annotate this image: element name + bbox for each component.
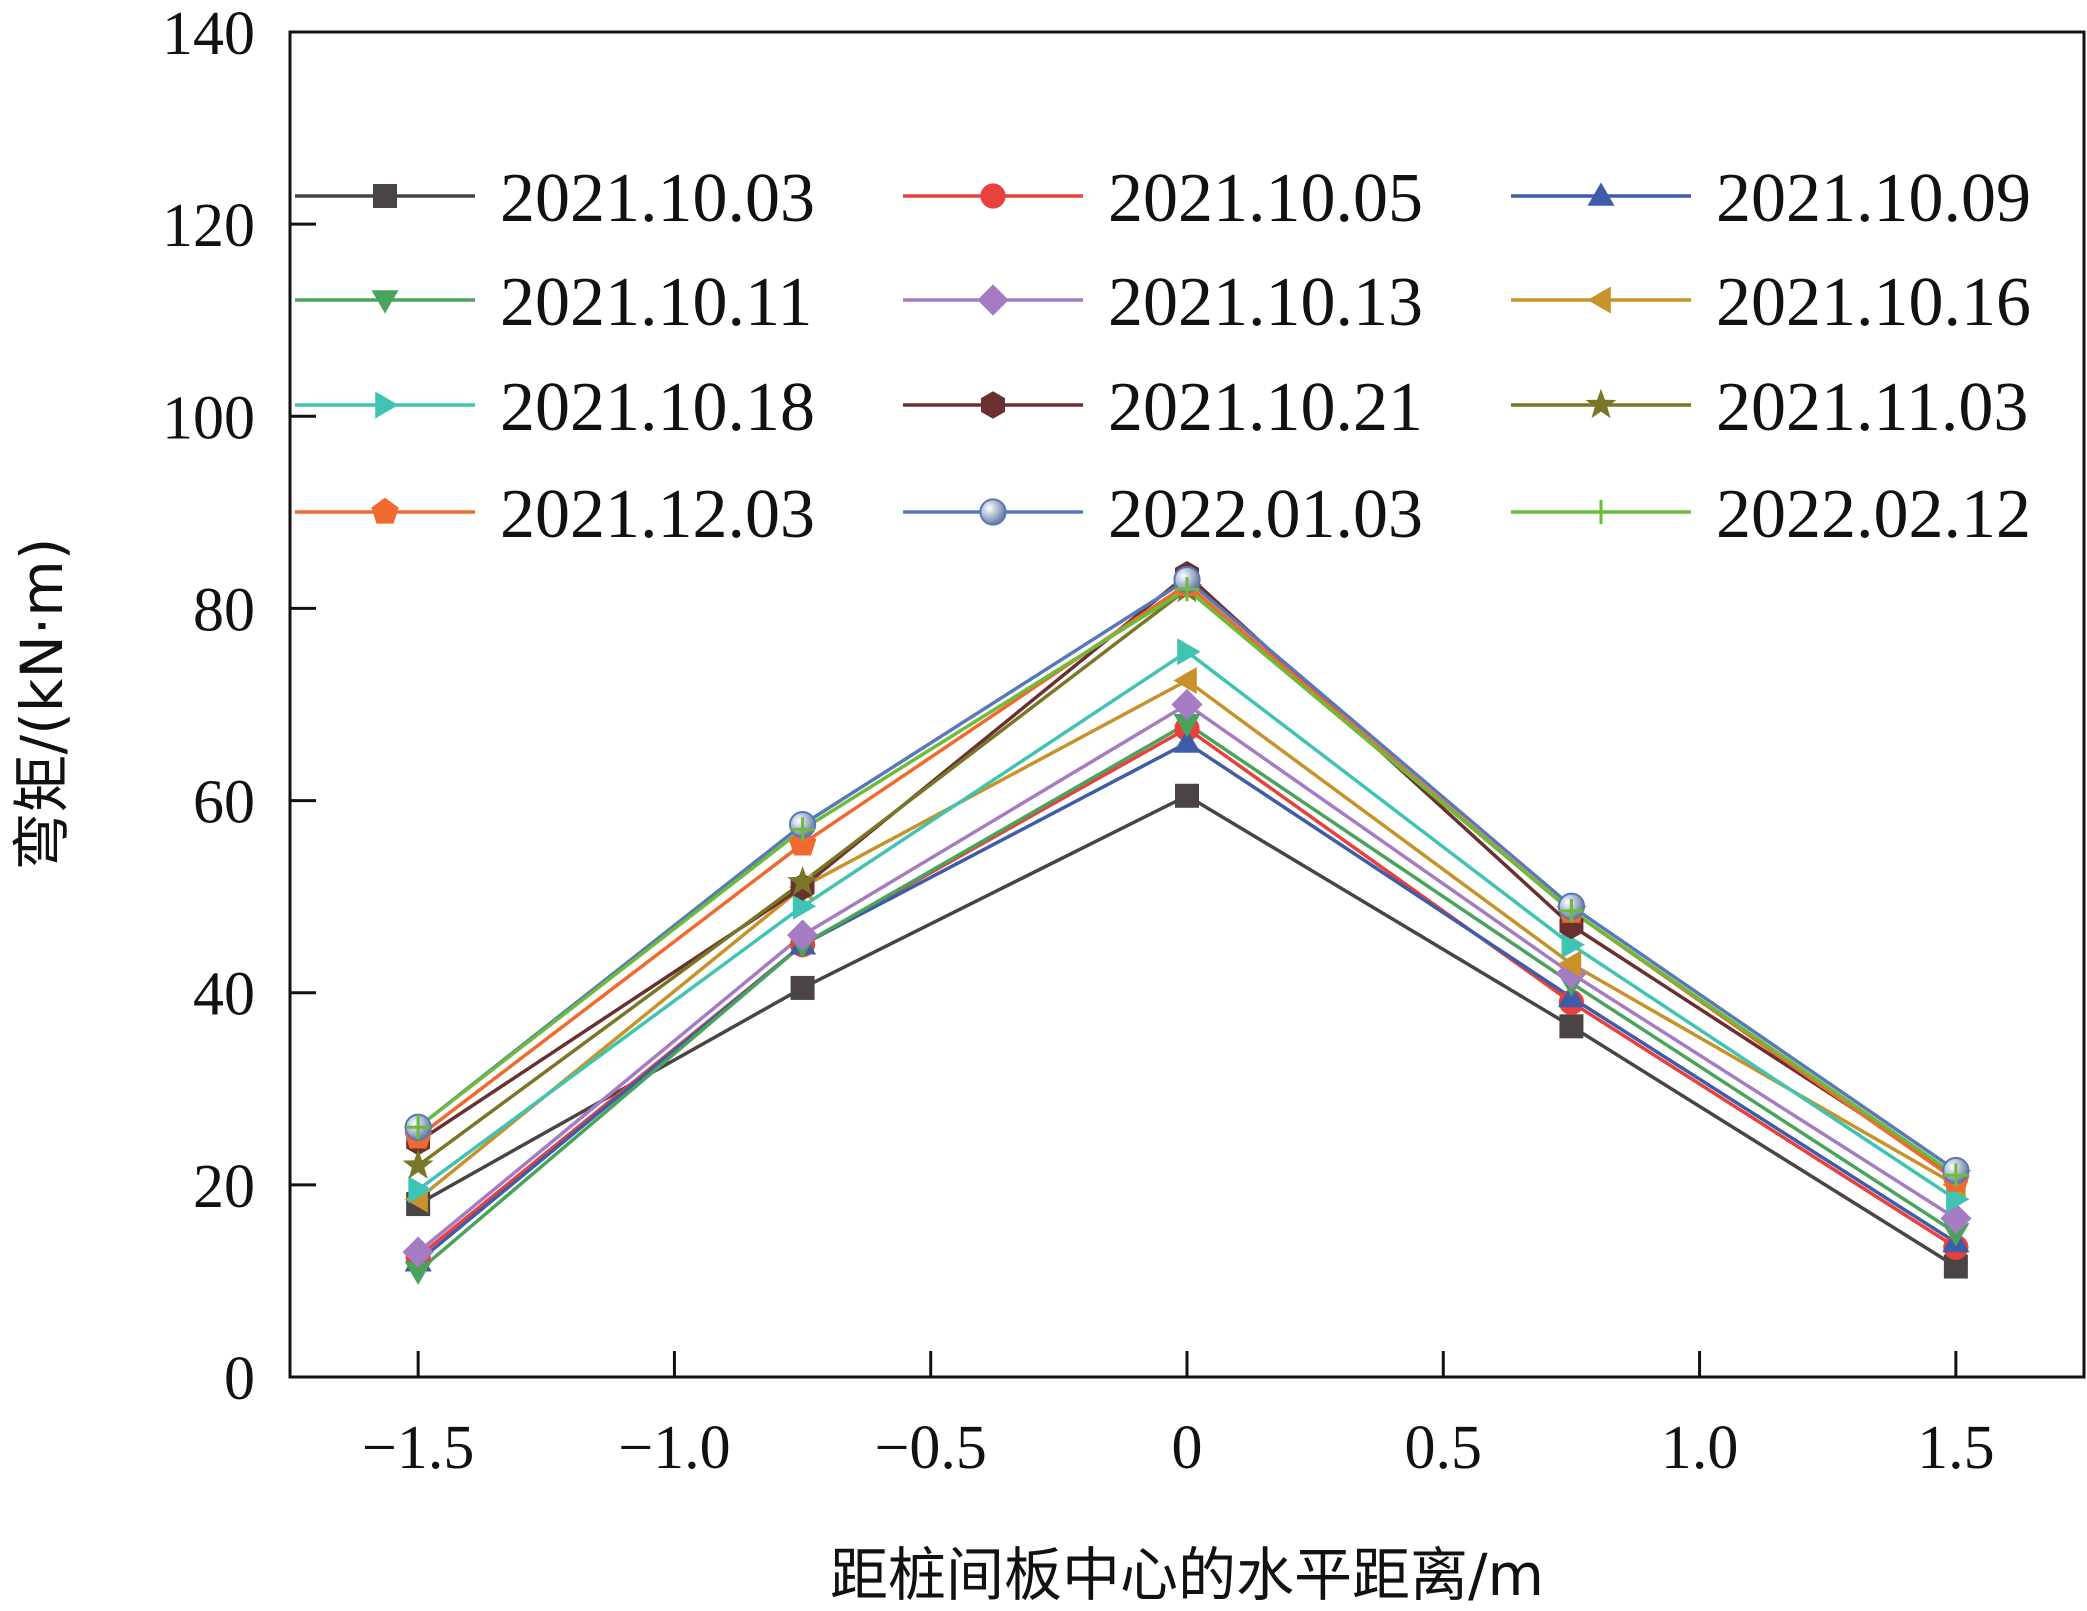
legend-label: 2021.11.03 [1716,369,2028,446]
data-point [404,1261,432,1285]
legend-label: 2021.10.16 [1716,264,2031,341]
data-point [406,1115,431,1140]
data-point [1587,286,1611,314]
y-tick-label: 20 [193,1153,255,1221]
data-point [1559,1014,1584,1039]
y-tick-label: 140 [162,0,255,68]
x-tick-label: −1.0 [618,1414,730,1482]
legend-label: 2021.12.03 [500,476,815,553]
legend-label: 2021.10.11 [500,264,812,341]
data-point [1175,577,1199,602]
series-markers [402,561,1972,1285]
x-tick-label: −0.5 [874,1414,986,1482]
y-tick-label: 100 [162,384,255,452]
data-point [1561,931,1585,959]
data-point [1589,500,1613,524]
data-point [1559,899,1584,924]
data-point [1940,1202,1972,1235]
data-point [1171,688,1203,721]
y-tick-label: 40 [193,961,255,1029]
x-tick-label: 1.5 [1917,1414,1995,1482]
data-point [1173,713,1201,738]
data-point [402,1236,434,1268]
data-point [1173,667,1197,694]
x-tick-label: −1.5 [362,1414,474,1482]
axis-ticks [290,30,1958,1379]
x-tick-label: 0 [1172,1414,1203,1482]
series-line [417,794,1957,1268]
legend-label: 2021.10.05 [1108,160,1423,237]
series-line [416,741,1957,1264]
x-tick-label: 0.5 [1405,1414,1483,1482]
data-point [979,498,1007,526]
data-point [1175,783,1199,808]
tick-labels: −1.5 −1.0 −0.5 0 0.5 1.0 1.5 0 20 40 60 80 100 120 140 [162,0,1995,1482]
y-axis-title: 弯矩/(kN·m) [8,538,76,871]
data-point [1587,182,1615,206]
data-point [787,866,818,896]
x-axis-title: 距桩间板中心的水平距离/m [830,1541,1544,1609]
data-point [980,183,1006,209]
data-point [981,391,1005,419]
data-point [1177,638,1201,666]
data-point [402,1149,434,1179]
data-point [787,919,819,951]
data-point [373,184,397,208]
data-point [790,975,815,1000]
y-tick-label: 60 [193,769,255,837]
legend-label: 2021.10.09 [1716,160,2031,237]
legend: 2021.10.03 2021.10.05 2021.10.09 2021.10.11… [295,160,2031,553]
data-point [1942,1223,1970,1247]
data-point [1173,729,1201,753]
legend-label: 2021.10.13 [1108,264,1423,341]
legend-label: 2021.10.03 [500,160,815,237]
data-point [371,497,399,524]
data-point [792,892,817,920]
data-point [790,817,815,842]
data-point [977,284,1009,316]
data-point [1585,388,1617,419]
y-tick-label: 80 [193,576,255,644]
data-point [1557,950,1582,978]
legend-label: 2021.10.18 [500,369,815,446]
y-tick-label: 0 [224,1345,255,1413]
legend-label: 2021.10.21 [1108,369,1423,446]
data-point [1943,1163,1968,1188]
y-tick-label: 120 [162,192,255,260]
data-point [371,290,399,314]
data-point [408,1176,432,1204]
data-point [1946,1185,1970,1213]
data-point [375,391,399,419]
series-line [417,573,1957,1177]
legend-label: 2022.02.12 [1716,476,2031,553]
x-tick-label: 1.0 [1661,1414,1739,1482]
legend-label: 2022.01.03 [1108,476,1423,553]
